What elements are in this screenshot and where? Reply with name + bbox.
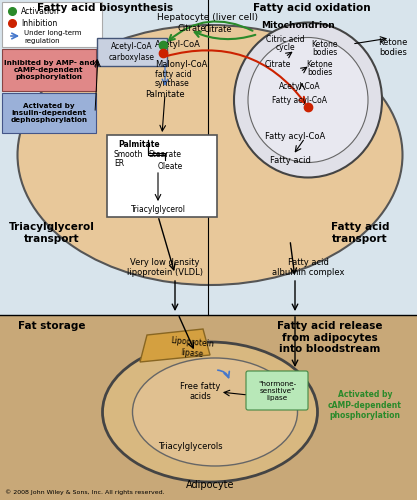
Text: fatty acid: fatty acid: [155, 70, 192, 79]
FancyBboxPatch shape: [2, 2, 102, 47]
Polygon shape: [140, 329, 210, 362]
Text: Hepatocyte (liver cell): Hepatocyte (liver cell): [158, 13, 259, 22]
Text: Under long-term
regulation: Under long-term regulation: [24, 30, 81, 44]
Text: bodies: bodies: [307, 68, 333, 77]
Text: lipoprotein (VLDL): lipoprotein (VLDL): [127, 268, 203, 277]
Text: Fat storage: Fat storage: [18, 321, 86, 331]
FancyBboxPatch shape: [2, 93, 96, 133]
Text: Fatty acid oxidation: Fatty acid oxidation: [253, 3, 371, 13]
Ellipse shape: [103, 342, 317, 482]
Text: Malonyl-CoA: Malonyl-CoA: [155, 60, 207, 69]
Text: © 2008 John Wiley & Sons, Inc. All rights reserved.: © 2008 John Wiley & Sons, Inc. All right…: [5, 490, 165, 495]
Text: Fatty acid
transport: Fatty acid transport: [331, 222, 389, 244]
Text: Fatty acyl-CoA: Fatty acyl-CoA: [265, 132, 325, 141]
Text: Ketone
bodies: Ketone bodies: [378, 38, 408, 58]
Text: Citrate: Citrate: [265, 60, 291, 69]
Text: Citrate: Citrate: [203, 25, 232, 34]
Text: Fatty acid release
from adipocytes
into bloodstream: Fatty acid release from adipocytes into …: [277, 321, 383, 354]
Text: Smooth: Smooth: [114, 150, 143, 159]
Text: Acetyl-CoA: Acetyl-CoA: [155, 40, 201, 49]
Text: Activated by
cAMP-dependent
phosphorylation: Activated by cAMP-dependent phosphorylat…: [328, 390, 402, 420]
Text: bodies: bodies: [312, 48, 338, 57]
Text: Acetyl-CoA: Acetyl-CoA: [279, 82, 321, 91]
Bar: [0, 0, 417, 315]
Text: albumin complex: albumin complex: [272, 268, 344, 277]
Ellipse shape: [18, 25, 402, 285]
Text: Activation: Activation: [21, 6, 60, 16]
Text: Lipoprotein
lipase: Lipoprotein lipase: [169, 336, 214, 359]
Text: synthase: synthase: [155, 79, 190, 88]
Text: Palmitate: Palmitate: [145, 90, 185, 99]
FancyBboxPatch shape: [246, 371, 308, 410]
Text: Adipocyte: Adipocyte: [186, 480, 234, 490]
Text: Fatty acid biosynthesis: Fatty acid biosynthesis: [37, 3, 173, 13]
Text: cycle: cycle: [275, 43, 295, 52]
Text: Triacylglycerols: Triacylglycerols: [158, 442, 222, 451]
Text: Inhibited by AMP- and
cAMP-dependent
phosphorylation: Inhibited by AMP- and cAMP-dependent pho…: [4, 60, 94, 80]
Ellipse shape: [133, 358, 297, 466]
FancyBboxPatch shape: [97, 38, 167, 66]
Text: Inhibition: Inhibition: [21, 18, 57, 28]
Text: Citric acid: Citric acid: [266, 35, 304, 44]
Text: Mitochondrion: Mitochondrion: [261, 21, 335, 30]
Text: Fatty acyl-CoA: Fatty acyl-CoA: [272, 96, 327, 105]
Text: Citrate: Citrate: [178, 24, 206, 33]
Bar: [0, 315, 417, 500]
Text: Palmitate: Palmitate: [118, 140, 160, 149]
Text: Stearate: Stearate: [148, 150, 181, 159]
Text: Very low density: Very low density: [130, 258, 200, 267]
Text: Acetyl-CoA
carboxylase: Acetyl-CoA carboxylase: [109, 42, 155, 62]
FancyBboxPatch shape: [2, 49, 96, 91]
Text: Triacylglycerol: Triacylglycerol: [131, 205, 186, 214]
Text: Triacylglycerol
transport: Triacylglycerol transport: [9, 222, 95, 244]
Text: Fatty acid: Fatty acid: [269, 156, 310, 165]
Text: Ketone: Ketone: [307, 60, 333, 69]
Text: Ketone: Ketone: [312, 40, 338, 49]
Ellipse shape: [234, 22, 382, 178]
Text: Free fatty
acids: Free fatty acids: [180, 382, 220, 402]
Text: ER: ER: [114, 159, 124, 168]
FancyBboxPatch shape: [107, 135, 217, 217]
Ellipse shape: [248, 38, 368, 162]
Text: Oleate: Oleate: [157, 162, 183, 171]
Text: Activated by
insulin-dependent
dephosphorylation: Activated by insulin-dependent dephospho…: [10, 103, 88, 123]
Text: "hormone-
sensitive"
lipase: "hormone- sensitive" lipase: [258, 381, 296, 401]
Text: Fatty acid: Fatty acid: [288, 258, 329, 267]
